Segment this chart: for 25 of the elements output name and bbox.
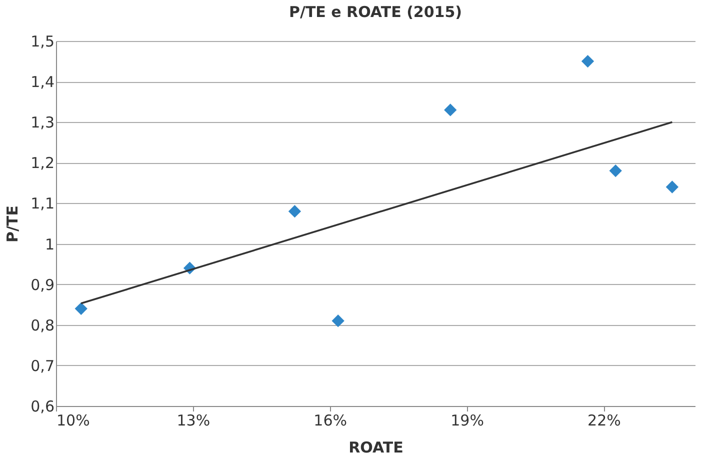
y-tick-label: 1,5 xyxy=(30,32,54,50)
point xyxy=(444,104,457,116)
y-tick-label: 0,7 xyxy=(30,356,54,375)
point xyxy=(666,180,679,194)
chart-title: P/TE e ROATE (2015) xyxy=(288,3,462,21)
x-tick-label: 16% xyxy=(314,412,348,430)
point xyxy=(332,314,344,328)
y-tick-label: 1 xyxy=(44,235,54,254)
x-axis-title: ROATE xyxy=(348,438,404,456)
y-tick-label: 0,8 xyxy=(30,316,54,334)
y-tick-label: 1,2 xyxy=(30,154,54,172)
y-axis-title: P/TE xyxy=(4,206,22,242)
x-tick-label: 22% xyxy=(588,412,621,430)
point xyxy=(288,205,302,218)
point xyxy=(581,54,594,68)
y-tick-label: 0,9 xyxy=(30,276,54,294)
y-tick-label: 0,6 xyxy=(30,398,54,416)
y-tick-label: 1,1 xyxy=(30,194,54,213)
x-tick-label: 10% xyxy=(56,412,90,430)
point xyxy=(609,164,622,178)
y-tick-label: 1,3 xyxy=(30,114,54,132)
x-tick-label: 13% xyxy=(176,412,210,430)
y-tick-label: 1,4 xyxy=(30,73,54,92)
point xyxy=(74,302,88,315)
x-tick-label: 19% xyxy=(450,412,484,430)
